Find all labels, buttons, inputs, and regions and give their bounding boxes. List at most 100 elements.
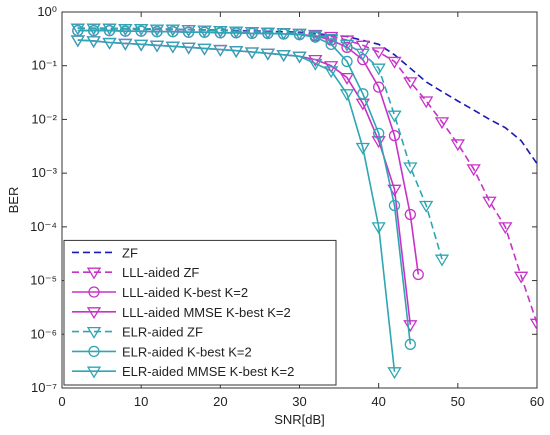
data-point [341,55,353,68]
data-point [373,127,385,140]
data-point [246,27,258,40]
data-point [149,40,165,53]
data-point [387,367,402,380]
series-line [77,27,443,260]
data-point [292,51,307,64]
data-point [70,23,85,36]
data-point [181,24,196,37]
data-point [339,35,355,48]
data-point [371,47,386,60]
legend-box [63,239,337,386]
data-point [86,36,101,49]
y-tick-label: 10⁻⁶ [30,326,57,341]
x-axis-label: SNR[dB] [274,412,325,427]
data-point [403,320,418,333]
data-point [339,39,355,52]
data-point [165,24,180,37]
data-point [88,24,100,37]
data-point [419,96,434,109]
data-point [213,25,228,38]
legend-label: LLL-aided K-best K=2 [122,285,248,300]
data-point [278,28,290,40]
data-point [404,208,416,221]
data-point [167,26,179,38]
series-line [77,39,396,372]
legend-label: ZF [122,245,138,260]
data-point [102,37,117,50]
data-point [371,222,386,235]
y-tick-label: 10⁻³ [31,165,57,180]
legend-label: ELR-aided K-best K=2 [122,344,252,359]
data-point [371,63,386,76]
data-point [260,48,275,61]
x-tick-label: 0 [58,394,65,409]
data-point [86,23,101,36]
plot-layer [70,23,537,380]
legend-marker [88,345,100,358]
y-tick-label: 10⁻² [31,111,57,126]
y-tick-label: 10⁻⁵ [30,273,57,288]
data-point [213,44,228,57]
data-point [151,26,163,38]
data-point [324,31,339,44]
data-point [355,142,370,155]
x-tick-label: 10 [134,394,148,409]
data-point [276,50,291,63]
data-point [514,271,529,284]
data-point [450,139,465,152]
data-point [293,28,306,41]
data-point [355,48,370,61]
data-point [308,58,323,71]
data-point [388,129,401,142]
x-tick-label: 50 [451,394,465,409]
data-point [118,38,133,51]
y-tick-label: 10⁰ [37,4,57,19]
data-point [419,200,434,213]
data-point [103,24,116,37]
x-tick-label: 60 [530,394,544,409]
data-point [230,27,242,39]
y-tick-label: 10⁻⁷ [31,380,57,395]
legend-marker [86,326,102,339]
legend-label: ELR-aided MMSE K-best K=2 [122,364,294,379]
data-point [404,338,416,350]
data-point [498,222,513,235]
data-point [229,46,244,59]
data-point [118,23,133,36]
data-point [403,77,418,90]
data-point [387,110,402,123]
data-point [102,23,117,36]
x-tick-label: 30 [292,394,306,409]
data-point [324,66,339,79]
legend-marker [86,307,102,320]
data-point [357,88,369,100]
data-point [197,43,212,56]
data-point [309,31,321,43]
data-point [466,164,481,177]
data-point [244,47,260,60]
x-tick-label: 20 [213,394,227,409]
data-point [325,38,337,50]
legend-label: ELR-aided ZF [122,325,203,340]
data-point [165,41,180,54]
data-point [373,81,385,93]
data-point [403,162,418,175]
data-point [214,27,226,39]
x-tick-label: 40 [371,394,385,409]
data-point [387,56,402,69]
data-point [134,23,149,36]
data-point [308,54,323,67]
data-point [181,42,196,55]
data-point [357,53,369,66]
data-point [529,318,537,331]
data-point [434,117,450,130]
data-point [482,196,497,209]
data-point [70,35,85,48]
data-point [135,25,147,37]
data-point [183,26,195,38]
data-point [134,39,149,52]
legend-marker [88,286,100,298]
legend-marker [86,267,102,280]
y-axis-label: BER [6,187,21,214]
